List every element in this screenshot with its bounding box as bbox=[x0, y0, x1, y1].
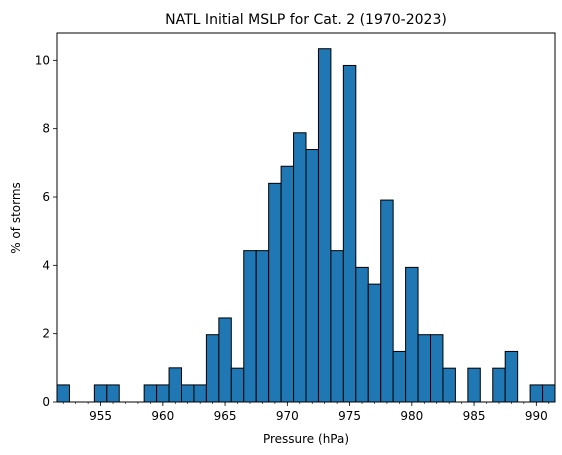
histogram-bar bbox=[442, 367, 456, 403]
x-tick-label: 960 bbox=[151, 409, 174, 423]
histogram-bar bbox=[106, 384, 120, 403]
histogram-bar bbox=[542, 384, 556, 403]
histogram-bar bbox=[392, 350, 407, 403]
plot-frame bbox=[56, 32, 556, 403]
histogram-bar bbox=[342, 64, 357, 403]
x-axis-label: Pressure (hPa) bbox=[263, 432, 349, 446]
y-tick-label: 4 bbox=[42, 258, 50, 272]
histogram-bar bbox=[56, 384, 70, 403]
histogram-bar bbox=[405, 266, 419, 403]
histogram-bar bbox=[255, 250, 270, 403]
y-tick-label: 2 bbox=[42, 327, 50, 341]
histogram-bar bbox=[417, 334, 431, 403]
histogram-bar bbox=[168, 367, 183, 403]
histogram-bar bbox=[230, 367, 245, 403]
x-tick-label: 970 bbox=[276, 409, 299, 423]
x-tick-label: 965 bbox=[214, 409, 237, 423]
histogram-bar bbox=[504, 350, 519, 403]
histogram-bar bbox=[330, 250, 344, 403]
histogram-bar bbox=[293, 132, 307, 403]
histogram-bar bbox=[467, 367, 481, 403]
histogram-bar bbox=[205, 334, 220, 403]
histogram-bar bbox=[268, 182, 282, 403]
histogram-bar bbox=[317, 48, 332, 403]
histogram-bar bbox=[380, 199, 394, 403]
x-tick-label: 975 bbox=[338, 409, 361, 423]
histogram-bar bbox=[430, 334, 444, 403]
x-tick-label: 990 bbox=[525, 409, 548, 423]
histogram-bar bbox=[181, 384, 195, 403]
histogram-bar bbox=[529, 384, 544, 403]
histogram-bar bbox=[243, 250, 257, 403]
histogram-bar bbox=[156, 384, 170, 403]
y-tick-label: 8 bbox=[42, 122, 50, 136]
y-tick-label: 0 bbox=[42, 395, 50, 409]
histogram-bar bbox=[367, 283, 382, 403]
histogram-bar bbox=[218, 317, 232, 403]
y-axis-label: % of storms bbox=[9, 182, 23, 254]
x-tick-label: 980 bbox=[400, 409, 423, 423]
y-ticks-group: 0 2 4 6 8 10 bbox=[35, 53, 57, 409]
histogram-bar bbox=[305, 149, 319, 403]
x-tick-label: 985 bbox=[463, 409, 486, 423]
histogram-bar bbox=[193, 384, 207, 403]
histogram-bar bbox=[143, 384, 158, 403]
x-ticks-group: 955 960 965 970 975 980 985 990 bbox=[62, 402, 550, 423]
y-tick-label: 10 bbox=[35, 53, 50, 67]
chart-title: NATL Initial MSLP for Cat. 2 (1970-2023) bbox=[165, 12, 447, 28]
histogram-bar bbox=[93, 384, 108, 403]
histogram-bar bbox=[280, 165, 295, 403]
y-tick-label: 6 bbox=[42, 190, 50, 204]
histogram-bar bbox=[355, 266, 369, 403]
x-tick-label: 955 bbox=[89, 409, 112, 423]
histogram-bar bbox=[492, 367, 506, 403]
